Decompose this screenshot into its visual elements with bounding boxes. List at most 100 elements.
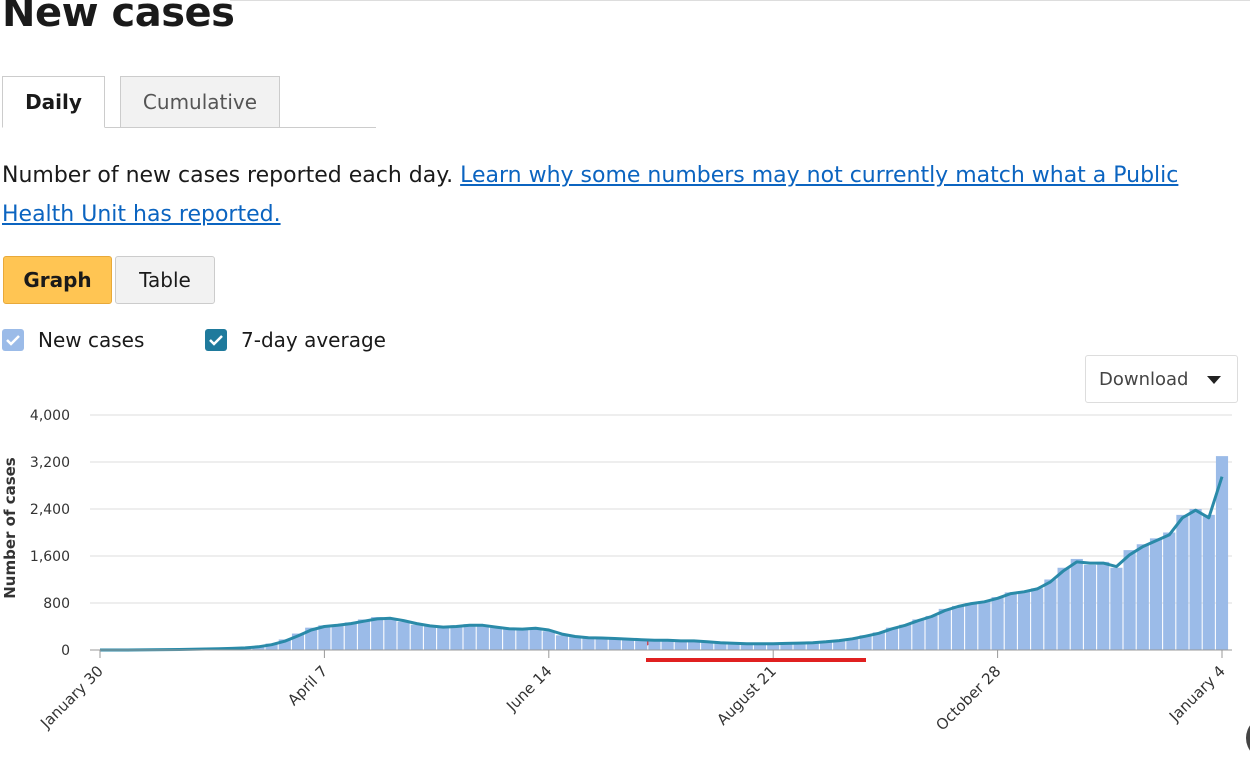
bar (846, 638, 859, 650)
bar (516, 628, 529, 650)
bar (1202, 514, 1215, 650)
x-tick-label: January 30 (36, 662, 107, 733)
bar (265, 643, 278, 650)
bar (635, 640, 648, 650)
bar (555, 635, 569, 650)
bar (278, 639, 291, 650)
bar (1163, 532, 1176, 650)
bar (780, 643, 793, 650)
bar (991, 597, 1004, 650)
y-tick-label: 3,200 (30, 455, 70, 471)
table-button[interactable]: Table (115, 256, 215, 304)
description: Number of new cases reported each day. L… (2, 156, 1182, 234)
bar (595, 637, 608, 650)
bar (331, 624, 344, 650)
bar (542, 631, 555, 650)
x-tick-label: April 7 (284, 662, 331, 709)
download-dropdown[interactable]: Download (1085, 355, 1238, 403)
bar (344, 622, 357, 650)
bar (529, 627, 542, 650)
bar (727, 643, 740, 650)
bar (912, 619, 925, 650)
checkbox[interactable] (2, 329, 24, 351)
x-tick-label: June 14 (502, 662, 555, 715)
bar (1017, 591, 1031, 650)
caret (1207, 376, 1221, 384)
average-line (100, 476, 1224, 652)
bar (661, 640, 674, 650)
bar (1136, 544, 1149, 650)
bar (938, 608, 951, 650)
chart: Number of cases 0 800 1,600 2,400 3,200 4,000… (1, 408, 1250, 751)
checkbox[interactable] (205, 329, 227, 351)
y-tick-label: 1,600 (30, 549, 70, 565)
bar (437, 627, 450, 650)
bar (582, 638, 595, 650)
bar (1057, 567, 1070, 650)
bar (1044, 579, 1057, 650)
bar (648, 640, 661, 650)
bar (1097, 561, 1110, 650)
bar (1123, 550, 1136, 650)
bar (371, 617, 384, 650)
divider (230, 0, 1250, 1)
bar (833, 640, 846, 650)
bar (925, 615, 938, 650)
check (209, 335, 223, 346)
bar (384, 618, 397, 650)
bar (859, 635, 872, 650)
bar (450, 625, 463, 650)
bar (793, 642, 806, 650)
bar (318, 625, 331, 650)
bar (674, 641, 687, 650)
bar (1215, 456, 1229, 650)
bar (1110, 567, 1123, 650)
tab-cumulative[interactable]: Cumulative (120, 76, 280, 128)
bar (1031, 588, 1044, 650)
bar (410, 624, 423, 650)
bar (899, 624, 912, 650)
bar (951, 605, 965, 650)
bar (1176, 514, 1189, 650)
bar (489, 627, 503, 650)
bar (397, 621, 410, 650)
download-label: Download (1099, 368, 1189, 390)
bar (463, 624, 476, 650)
bar (476, 625, 489, 650)
y-tick-label: 2,400 (30, 502, 70, 518)
check (6, 335, 20, 346)
y-tick-label: 4,000 (30, 408, 70, 424)
bar (305, 627, 318, 650)
bar (621, 639, 635, 650)
bar (872, 632, 885, 650)
bar (1004, 592, 1017, 650)
x-tick-label: January 4 (1165, 662, 1229, 726)
y-axis-label: Number of cases (1, 457, 19, 599)
legend-new-cases[interactable]: New cases (2, 328, 144, 352)
bar (503, 629, 516, 650)
corner-widget (1246, 725, 1250, 751)
tab-daily[interactable]: Daily (2, 76, 105, 128)
graph-button[interactable]: Graph (3, 256, 112, 304)
bar (806, 642, 819, 650)
bar (819, 641, 833, 650)
info-link[interactable]: Learn why some numbers may not currently… (2, 163, 1179, 227)
x-tick-label: August 21 (713, 662, 780, 729)
bar (1149, 538, 1163, 650)
legend-label: 7-day average (241, 328, 386, 352)
bar (569, 637, 582, 650)
legend-label: New cases (38, 328, 145, 352)
bar (753, 643, 767, 650)
bar (740, 644, 753, 650)
bar (357, 619, 371, 650)
bar (1189, 509, 1202, 650)
y-tick-label: 800 (43, 596, 70, 612)
description-text: Number of new cases reported each day. (2, 163, 454, 188)
bar (767, 643, 780, 650)
bar (885, 627, 899, 650)
page-title: New cases (2, 0, 235, 36)
legend-average[interactable]: 7-day average (205, 328, 386, 352)
y-tick-label: 0 (61, 643, 70, 659)
bar (978, 601, 991, 650)
